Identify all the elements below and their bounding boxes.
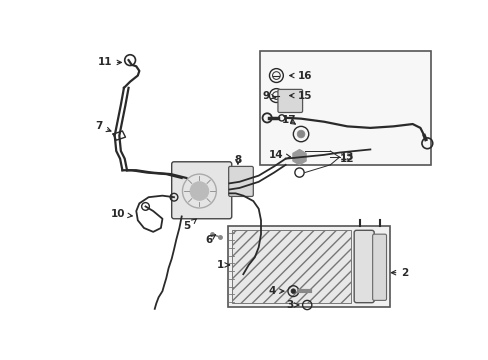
Circle shape [290, 289, 295, 293]
FancyBboxPatch shape [228, 166, 253, 197]
Bar [231, 230, 350, 303]
Text: 17: 17 [282, 115, 296, 125]
FancyBboxPatch shape [277, 89, 302, 112]
Text: 8: 8 [234, 155, 241, 165]
Bar [227, 226, 389, 306]
Text: 6: 6 [204, 235, 215, 244]
Text: 16: 16 [289, 71, 311, 81]
Text: 15: 15 [289, 91, 311, 100]
Text: 14: 14 [268, 150, 290, 160]
Circle shape [297, 130, 305, 138]
Text: 12: 12 [339, 154, 354, 164]
FancyBboxPatch shape [353, 230, 373, 303]
Text: 4: 4 [267, 286, 284, 296]
Text: 7: 7 [95, 121, 111, 132]
Text: 1: 1 [216, 260, 229, 270]
Text: 13: 13 [339, 152, 353, 162]
FancyBboxPatch shape [372, 234, 386, 300]
Text: 9: 9 [262, 91, 275, 100]
Circle shape [190, 182, 208, 200]
Text: 2: 2 [390, 267, 408, 278]
Text: 10: 10 [110, 209, 132, 219]
Text: 5: 5 [183, 219, 196, 231]
Text: 3: 3 [285, 300, 298, 310]
FancyBboxPatch shape [171, 162, 231, 219]
Text: 11: 11 [97, 58, 121, 67]
Bar [260, 51, 430, 165]
